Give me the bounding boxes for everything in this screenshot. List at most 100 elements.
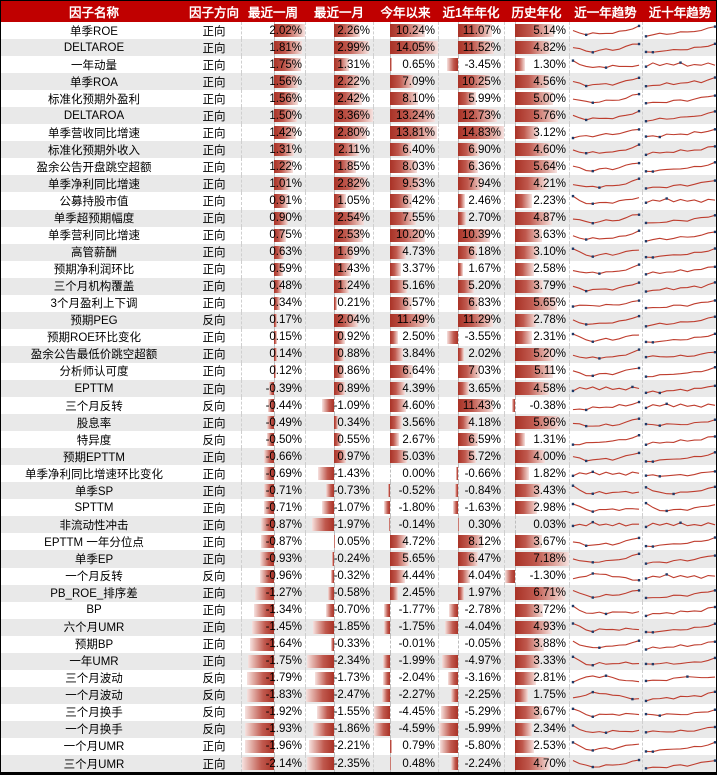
- bar-axis-line: [274, 584, 276, 602]
- 10y-trend-sparkline: [642, 618, 717, 636]
- 1y-trend-sparkline: [569, 686, 642, 704]
- data-bar: [327, 586, 335, 600]
- data-bar: [389, 552, 410, 566]
- value-label: 5.76%: [533, 109, 566, 122]
- col-header-last-month: 最近一月: [313, 6, 364, 20]
- bar-axis-line: [334, 567, 336, 585]
- bar-axis-line: [514, 397, 516, 415]
- 1y-annualized-cell: 10.39%: [438, 226, 504, 244]
- last-month-cell: -1.97%: [305, 516, 373, 534]
- data-bar: [457, 313, 493, 327]
- history-annualized-cell: 2.34%: [504, 720, 569, 738]
- table-row: 单季超预期幅度 正向 0.90% 2.54% 7.55% 2.70% 4.87%: [1, 209, 717, 227]
- value-label: -5.99%: [464, 723, 501, 736]
- history-annualized-cell: 3.72%: [504, 601, 569, 619]
- value-label: -0.33%: [333, 638, 370, 651]
- 10y-trend-sparkline: [642, 397, 717, 415]
- bar-axis-line: [389, 635, 391, 653]
- data-bar: [514, 467, 529, 481]
- 1y-annualized-cell: -1.63%: [438, 499, 504, 517]
- value-label: 0.15%: [269, 331, 302, 344]
- value-label: -2.21%: [333, 740, 370, 753]
- value-label: 7.09%: [402, 75, 435, 88]
- value-label: 0.90%: [269, 212, 302, 225]
- data-bar: [514, 92, 553, 106]
- factor-name-cell: 一个月反转: [65, 571, 123, 584]
- table-row: 预期PEG 反向 0.17% 2.04% 11.49% 11.29% 2.78%: [1, 311, 717, 329]
- history-annualized-cell: 5.96%: [504, 414, 569, 432]
- factor-name-cell: SPTTM: [74, 501, 114, 514]
- table-row: SPTTM 正向 -0.71% -1.07% -1.80% -1.63% 2.98%: [1, 499, 716, 517]
- last-month-cell: 0.97%: [305, 448, 373, 466]
- direction-cell: 正向: [202, 144, 226, 157]
- factor-name-cell: 单季SP: [74, 485, 114, 498]
- factor-name-cell: 单季营利同比增速: [48, 230, 140, 243]
- data-bar: [334, 262, 351, 276]
- ytd-cell: -4.45%: [373, 703, 438, 721]
- value-label: 4.60%: [402, 399, 435, 412]
- data-bar: [316, 705, 335, 719]
- last-week-cell: 0.90%: [241, 209, 305, 227]
- direction-cell: 正向: [202, 264, 226, 277]
- last-week-cell: -1.96%: [241, 737, 305, 756]
- value-label: 14.83%: [461, 126, 501, 139]
- value-label: 0.86%: [337, 365, 370, 378]
- data-bar: [274, 160, 293, 174]
- data-bar: [514, 620, 552, 634]
- data-bar: [439, 739, 458, 754]
- data-bar: [274, 41, 302, 55]
- data-bar: [389, 347, 403, 361]
- 1y-trend-sparkline: [569, 379, 642, 398]
- value-label: 0.00%: [402, 467, 435, 480]
- history-annualized-cell: 3.12%: [504, 124, 569, 142]
- data-bar: [457, 569, 471, 583]
- bar-axis-line: [334, 686, 336, 704]
- data-bar: [252, 620, 275, 634]
- ytd-cell: 11.49%: [373, 311, 438, 329]
- 1y-trend-sparkline: [569, 755, 642, 773]
- value-label: 4.39%: [402, 382, 435, 395]
- table-row: 单季营利同比增速 正向 0.75% 2.53% 10.20% 10.39% 3.63%: [1, 226, 717, 244]
- value-label: -3.55%: [464, 331, 501, 344]
- value-label: -0.58%: [333, 587, 370, 600]
- last-month-cell: -1.09%: [305, 397, 373, 415]
- data-bar: [383, 620, 390, 634]
- table-row: 标准化预期外收入 正向 1.31% 2.11% 6.40% 6.90% 4.60%: [1, 141, 717, 159]
- history-annualized-cell: 3.79%: [504, 277, 569, 295]
- factor-name-cell: DELTAROA: [63, 109, 125, 122]
- data-bar: [334, 535, 335, 549]
- 1y-annualized-cell: -5.99%: [438, 720, 504, 738]
- value-label: -0.39%: [265, 382, 302, 395]
- value-label: 4.73%: [402, 246, 435, 259]
- data-bar: [445, 620, 458, 634]
- ytd-cell: 4.72%: [373, 533, 438, 551]
- 1y-annualized-cell: 7.94%: [438, 175, 504, 193]
- value-label: 1.50%: [269, 109, 302, 122]
- direction-cell: 正向: [202, 247, 226, 260]
- last-month-cell: -0.32%: [305, 567, 373, 585]
- 10y-trend-sparkline: [642, 192, 717, 210]
- history-annualized-cell: 3.43%: [504, 482, 569, 500]
- 1y-annualized-cell: -3.16%: [438, 669, 504, 687]
- data-bar: [389, 739, 393, 754]
- 1y-trend-sparkline: [569, 584, 642, 602]
- data-bar: [514, 177, 547, 191]
- factor-name-cell: EPTTM 一年分位点: [44, 536, 144, 549]
- direction-cell: 正向: [202, 281, 226, 294]
- value-label: 1.67%: [468, 263, 501, 276]
- data-bar: [374, 705, 390, 719]
- value-label: 7.18%: [533, 552, 566, 565]
- value-label: -1.45%: [265, 621, 302, 634]
- ytd-cell: 0.48%: [373, 755, 438, 773]
- data-bar: [334, 41, 369, 55]
- 1y-annualized-cell: 6.83%: [438, 294, 504, 312]
- value-label: 5.14%: [533, 24, 566, 37]
- direction-cell: 正向: [202, 485, 226, 498]
- value-label: -0.96%: [265, 570, 302, 583]
- factor-name-cell: 单季ROA: [70, 76, 118, 89]
- data-bar: [514, 330, 533, 344]
- ytd-cell: 8.03%: [373, 158, 438, 176]
- factor-name-cell: 股息率: [76, 417, 112, 430]
- value-label: -0.70%: [333, 604, 370, 617]
- last-week-cell: -2.14%: [241, 755, 305, 773]
